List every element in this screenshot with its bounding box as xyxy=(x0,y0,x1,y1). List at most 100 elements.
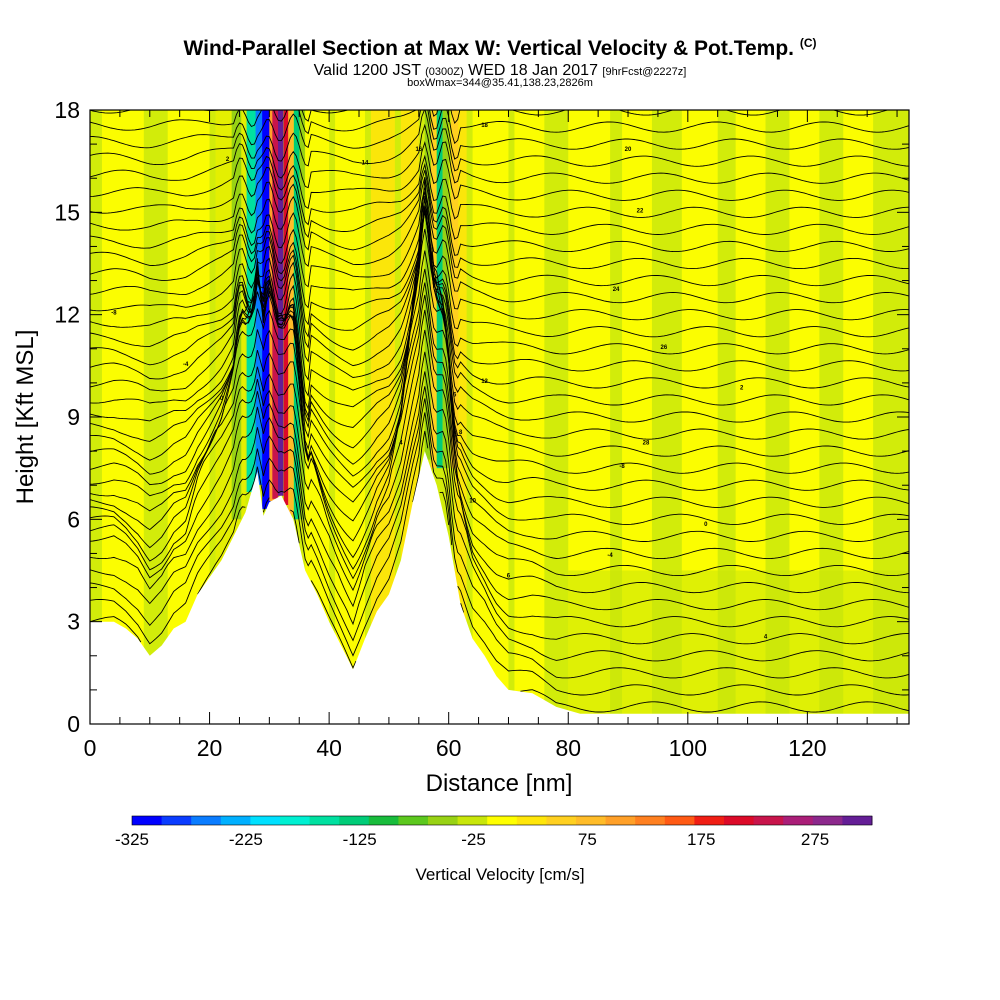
theta-contour-line xyxy=(90,176,909,270)
theta-contour-line xyxy=(90,110,889,125)
y-axis-title: Height [Kft MSL] xyxy=(12,330,39,505)
field-band xyxy=(305,110,330,724)
theta-contour-line xyxy=(90,154,909,226)
theta-contour-line xyxy=(90,196,909,440)
contour-label: -4 xyxy=(183,362,189,368)
theta-contour-line xyxy=(90,207,909,406)
forecast-info: [9hrFcst@2227z] xyxy=(602,66,687,78)
y-tick-label: 18 xyxy=(54,97,80,123)
y-tick-label: 3 xyxy=(67,609,80,635)
theta-contour-line xyxy=(90,187,909,288)
contour-label: -8 xyxy=(111,311,117,317)
field-core xyxy=(278,110,284,496)
contour-label: 4 xyxy=(764,635,768,641)
colorbar-tick-label: -25 xyxy=(461,830,486,849)
colorbar-tick-label: -325 xyxy=(115,830,149,849)
colorbar-swatch xyxy=(220,816,251,825)
contour-label: 0 xyxy=(704,522,708,528)
theta-contour-line xyxy=(90,123,909,189)
theta-contour-line xyxy=(90,228,909,508)
contour-label: 14 xyxy=(362,161,369,167)
contour-label: 6 xyxy=(507,573,511,579)
colorbar-swatch xyxy=(191,816,222,825)
contour-label: 10 xyxy=(469,498,476,504)
theta-contour-line xyxy=(90,178,909,457)
valid-time: Valid 1200 JST xyxy=(313,62,421,79)
colorbar-swatch xyxy=(516,816,547,825)
colorbar-swatch xyxy=(783,816,814,825)
field-lowlevel xyxy=(568,570,909,724)
theta-contour-line xyxy=(90,208,909,326)
theta-contour-line xyxy=(90,170,909,256)
field-band xyxy=(514,110,545,724)
contour-label: 8 xyxy=(459,430,463,436)
colorbar-swatch xyxy=(576,816,607,825)
theta-contour-line xyxy=(90,207,909,389)
colorbar-swatch xyxy=(635,816,666,825)
contour-label: 2 xyxy=(740,386,744,392)
theta-contour-line xyxy=(90,199,909,309)
colorbar-tick-label: 75 xyxy=(578,830,597,849)
valid-date: WED 18 Jan 2017 xyxy=(468,62,598,79)
colorbar-swatch xyxy=(694,816,725,825)
theta-contour-line xyxy=(90,282,909,560)
y-tick-label: 9 xyxy=(67,404,80,430)
colorbar-swatch xyxy=(309,816,340,825)
contour-label: 24 xyxy=(613,287,620,293)
contour-label: 18 xyxy=(481,123,488,129)
x-axis: 0 20 40 60 80 100 120 xyxy=(84,110,898,761)
y-tick-label: 12 xyxy=(54,302,80,328)
theta-contour-line xyxy=(90,110,909,172)
theta-contour-line xyxy=(90,205,909,423)
theta-contour-line xyxy=(90,110,909,145)
x-tick-label: 120 xyxy=(788,735,826,761)
terrain-mask xyxy=(90,451,909,724)
theta-contour-line xyxy=(90,351,909,628)
field-band xyxy=(370,110,395,724)
field-band xyxy=(454,110,467,724)
colorbar-swatch xyxy=(280,816,311,825)
contour-label: 6 xyxy=(453,393,457,399)
x-tick-label: 100 xyxy=(669,735,707,761)
valid-time-utc: (0300Z) xyxy=(425,66,464,78)
field-core xyxy=(442,110,449,469)
field-core xyxy=(231,110,242,520)
theta-contour-line xyxy=(90,412,909,696)
chart-title: Wind-Parallel Section at Max W: Vertical… xyxy=(0,36,1000,61)
chart-title-text: Wind-Parallel Section at Max W: Vertical… xyxy=(183,37,794,60)
colorbar-swatch xyxy=(605,816,636,825)
colorbar: -325 -225 -125 -25 75 175 275 xyxy=(115,815,873,849)
colorbar-swatch xyxy=(428,816,459,825)
theta-contour-line xyxy=(90,162,909,240)
colorbar-swatch xyxy=(457,816,488,825)
colorbar-frame xyxy=(131,815,873,826)
field-core xyxy=(283,110,289,506)
contour-label: 20 xyxy=(625,147,632,153)
x-tick-label: 40 xyxy=(316,735,342,761)
theta-contour-line xyxy=(90,211,909,338)
field-core xyxy=(262,110,271,510)
y-tick-label: 15 xyxy=(54,199,80,225)
field-core xyxy=(293,110,300,520)
colorbar-swatch xyxy=(724,816,755,825)
theta-contour-line xyxy=(90,398,909,679)
contour-label: 2 xyxy=(226,157,230,163)
field-band xyxy=(335,110,365,724)
contour-label: -4 xyxy=(607,553,613,559)
y-tick-label: 0 xyxy=(67,711,80,737)
contour-label: -8 xyxy=(619,464,625,470)
x-tick-label: 20 xyxy=(197,735,223,761)
colorbar-swatch xyxy=(398,816,429,825)
contour-label: 26 xyxy=(661,345,668,351)
colorbar-tick-label: -225 xyxy=(229,830,263,849)
y-axis: 0 3 6 9 12 15 18 xyxy=(54,97,909,737)
colorbar-swatch xyxy=(753,816,784,825)
theta-contour-line xyxy=(90,329,909,611)
chart-title-units: (C) xyxy=(799,36,817,50)
colorbar-swatch xyxy=(161,816,192,825)
box-info: boxWmax=344@35.41,138.23,2826m xyxy=(407,77,593,89)
theta-contour-line xyxy=(90,386,909,662)
theta-contour-line xyxy=(90,207,909,372)
